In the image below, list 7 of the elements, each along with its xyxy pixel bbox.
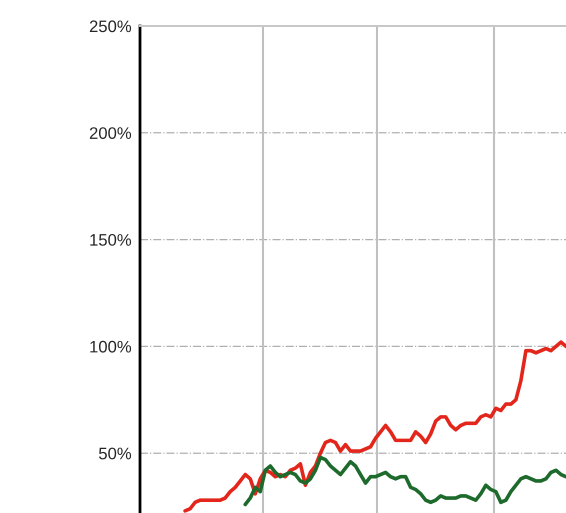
line-series	[243, 456, 566, 506]
y-tick-label: 250%	[90, 20, 132, 32]
y-tick-label: 100%	[90, 340, 132, 353]
line-series	[183, 340, 566, 513]
y-tick-label: 200%	[90, 127, 132, 139]
y-tick-label: 50%	[98, 448, 132, 460]
y-tick-label: 150%	[90, 234, 132, 246]
